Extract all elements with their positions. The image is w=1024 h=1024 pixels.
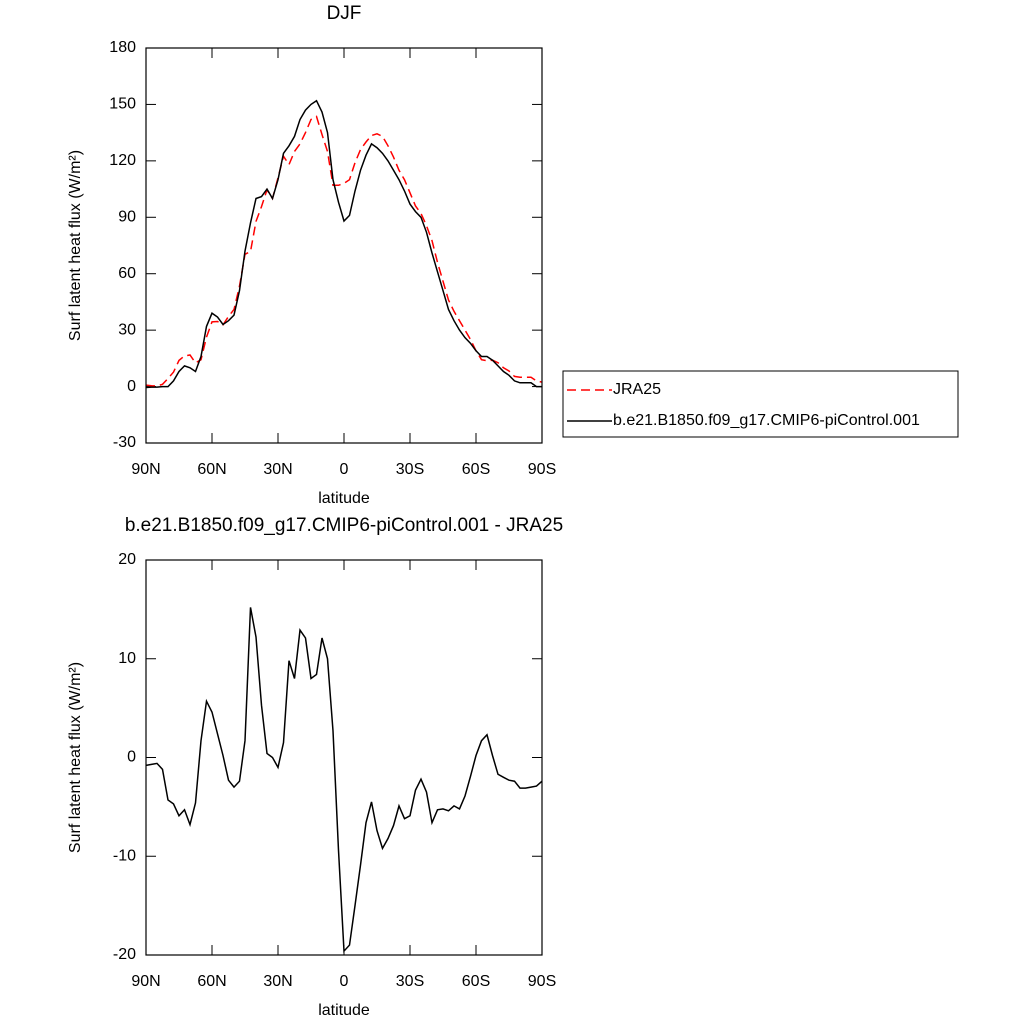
x-tick-label: 90S — [528, 973, 556, 990]
y-tick-label: -30 — [113, 434, 136, 451]
x-tick-label: 30N — [263, 461, 292, 478]
y-tick-label: 60 — [118, 265, 136, 282]
x-tick-label: 0 — [340, 461, 349, 478]
y-axis-label: Surf latent heat flux (W/m²) — [67, 150, 84, 341]
data-line — [145, 99, 542, 389]
y-tick-label: 0 — [127, 749, 136, 766]
x-tick-label: 60S — [462, 973, 490, 990]
x-tick-label: 0 — [340, 973, 349, 990]
y-tick-label: 10 — [118, 650, 136, 667]
y-tick-label: 150 — [109, 96, 136, 113]
x-tick-label: 30S — [396, 973, 424, 990]
y-tick-label: -10 — [113, 847, 136, 864]
x-tick-label: 60S — [462, 461, 490, 478]
data-line — [145, 115, 543, 387]
x-axis-label: latitude — [318, 490, 370, 507]
data-line — [145, 607, 543, 953]
y-tick-label: 90 — [118, 209, 136, 226]
x-tick-label: 90S — [528, 461, 556, 478]
x-tick-label: 90N — [131, 973, 160, 990]
y-tick-label: 120 — [109, 152, 136, 169]
x-tick-label: 60N — [197, 461, 226, 478]
y-tick-label: 0 — [127, 378, 136, 395]
y-tick-label: -20 — [113, 946, 136, 963]
x-tick-label: 60N — [197, 973, 226, 990]
y-axis-label: Surf latent heat flux (W/m²) — [67, 662, 84, 853]
x-tick-label: 90N — [131, 461, 160, 478]
y-tick-label: 20 — [118, 551, 136, 568]
legend-label: b.e21.B1850.f09_g17.CMIP6-piControl.001 — [613, 412, 920, 429]
y-tick-label: 180 — [109, 39, 136, 56]
legend-box — [562, 370, 959, 438]
chart-title: b.e21.B1850.f09_g17.CMIP6-piControl.001 … — [125, 515, 563, 536]
plot-frame — [145, 47, 543, 444]
x-tick-label: 30N — [263, 973, 292, 990]
plot-frame — [145, 559, 543, 956]
y-tick-label: 30 — [118, 321, 136, 338]
legend-label: JRA25 — [613, 381, 661, 398]
x-axis-label: latitude — [318, 1002, 370, 1019]
chart-title: DJF — [327, 3, 362, 24]
x-tick-label: 30S — [396, 461, 424, 478]
